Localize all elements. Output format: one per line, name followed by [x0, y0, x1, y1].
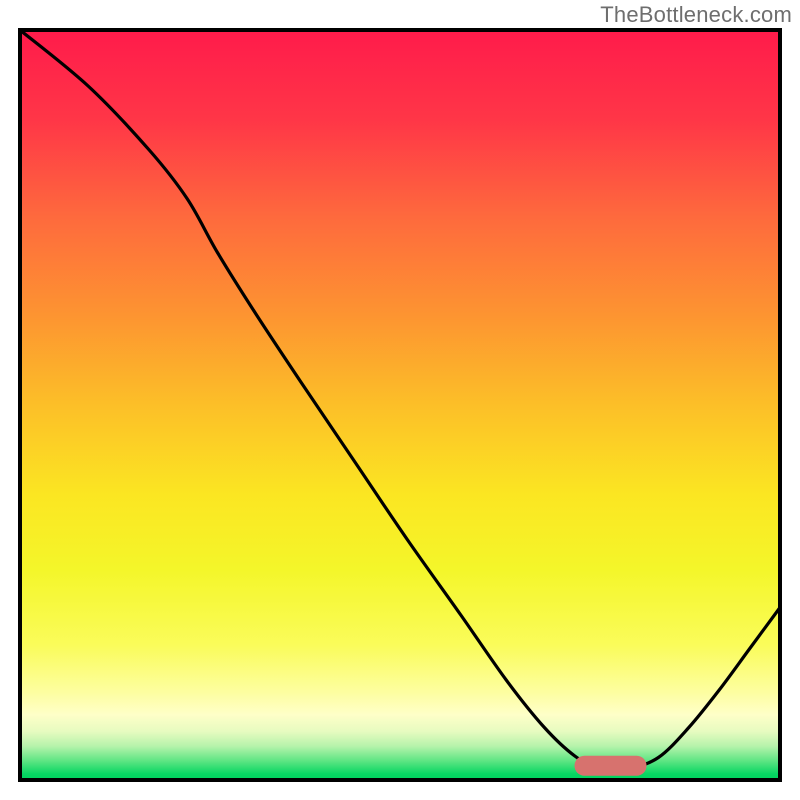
chart-svg — [0, 0, 800, 800]
gradient-background — [20, 30, 780, 780]
optimal-zone-marker — [575, 756, 647, 776]
chart-container: TheBottleneck.com — [0, 0, 800, 800]
watermark-text: TheBottleneck.com — [600, 2, 792, 28]
